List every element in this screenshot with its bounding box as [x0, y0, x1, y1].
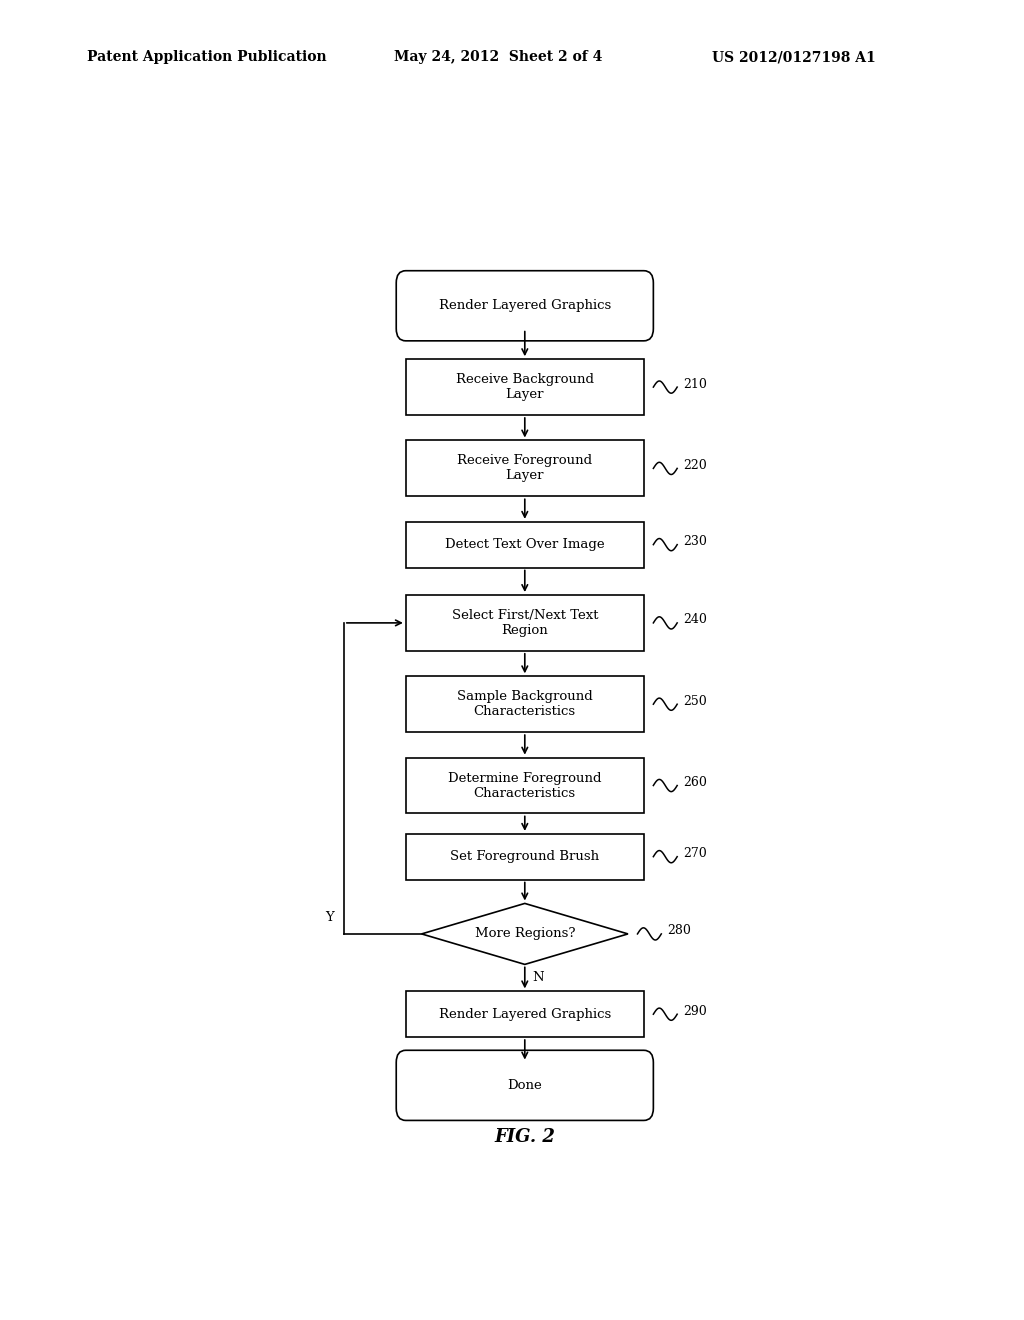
Bar [406, 521, 644, 568]
Text: 290: 290 [684, 1005, 708, 1018]
Bar [406, 834, 644, 879]
Text: 260: 260 [684, 776, 708, 789]
Text: Determine Foreground
Characteristics: Determine Foreground Characteristics [449, 771, 601, 800]
Text: Done: Done [508, 1078, 542, 1092]
Text: 210: 210 [684, 378, 708, 391]
Text: Receive Foreground
Layer: Receive Foreground Layer [458, 454, 592, 482]
Text: Select First/Next Text
Region: Select First/Next Text Region [452, 609, 598, 636]
Text: 250: 250 [684, 694, 708, 708]
Text: Render Layered Graphics: Render Layered Graphics [438, 1007, 611, 1020]
Text: Y: Y [326, 911, 334, 924]
Bar [406, 676, 644, 733]
Polygon shape [422, 903, 628, 965]
Text: Set Foreground Brush: Set Foreground Brush [451, 850, 599, 863]
Bar [406, 359, 644, 414]
Text: N: N [532, 972, 545, 985]
Bar [406, 441, 644, 496]
FancyBboxPatch shape [396, 1051, 653, 1121]
Text: 270: 270 [684, 847, 708, 861]
Text: FIG. 2: FIG. 2 [495, 1129, 555, 1146]
Text: 230: 230 [684, 535, 708, 548]
FancyBboxPatch shape [396, 271, 653, 341]
Bar [406, 595, 644, 651]
Text: Detect Text Over Image: Detect Text Over Image [445, 539, 604, 552]
Text: Receive Background
Layer: Receive Background Layer [456, 374, 594, 401]
Bar [406, 758, 644, 813]
Text: 220: 220 [684, 459, 708, 471]
Text: Sample Background
Characteristics: Sample Background Characteristics [457, 690, 593, 718]
Text: Patent Application Publication: Patent Application Publication [87, 50, 327, 65]
Text: Render Layered Graphics: Render Layered Graphics [438, 300, 611, 313]
Text: More Regions?: More Regions? [474, 928, 575, 940]
Text: 240: 240 [684, 614, 708, 627]
Text: 280: 280 [668, 924, 691, 937]
Text: US 2012/0127198 A1: US 2012/0127198 A1 [712, 50, 876, 65]
Bar [406, 991, 644, 1038]
Text: May 24, 2012  Sheet 2 of 4: May 24, 2012 Sheet 2 of 4 [394, 50, 602, 65]
